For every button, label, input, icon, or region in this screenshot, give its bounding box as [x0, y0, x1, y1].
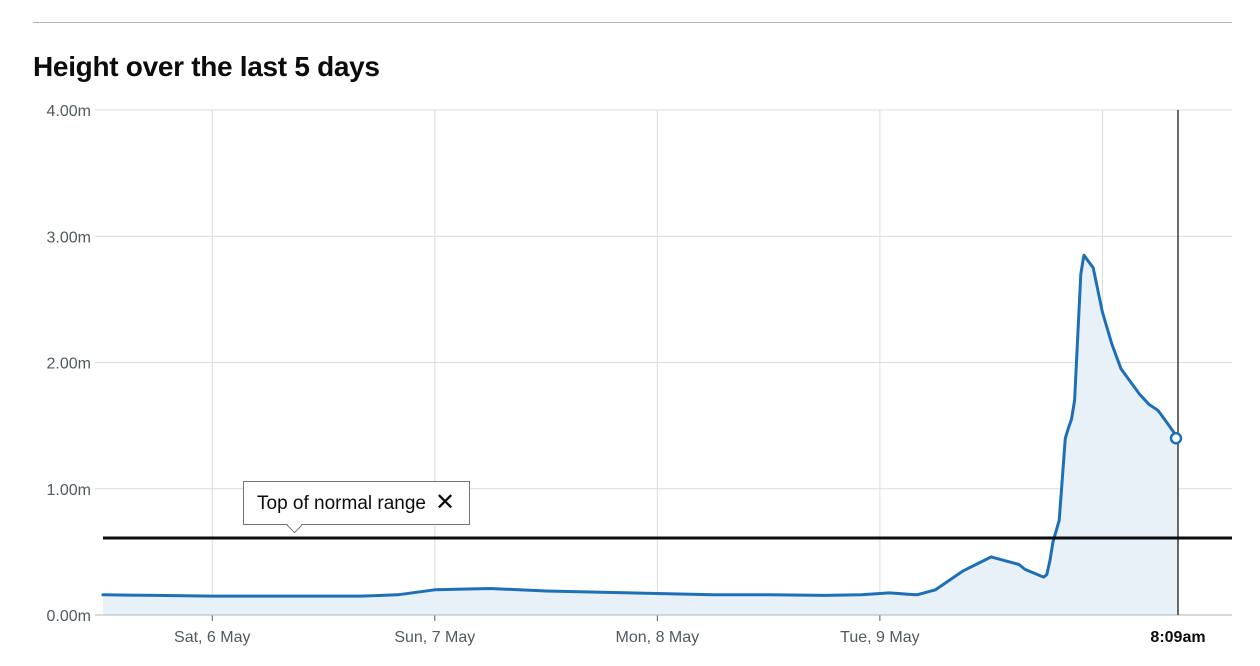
current-time-label: 8:09am — [1150, 629, 1205, 646]
top-divider — [33, 22, 1232, 23]
x-tick-label: Sat, 6 May — [174, 629, 250, 646]
y-tick-label: 3.00m — [47, 229, 91, 246]
y-tick-label: 0.00m — [47, 608, 91, 625]
x-tick-label: Tue, 9 May — [840, 629, 919, 646]
series-area — [103, 255, 1178, 615]
x-tick-label: Mon, 8 May — [616, 629, 700, 646]
tooltip-label: Top of normal range — [257, 493, 426, 514]
y-tick-label: 2.00m — [47, 356, 91, 373]
series-line — [101, 253, 1180, 598]
x-tick-label: Sun, 7 May — [394, 629, 475, 646]
threshold-tooltip: Top of normal range ✕ — [243, 481, 470, 534]
close-icon[interactable]: ✕ — [434, 489, 456, 516]
y-tick-label: 1.00m — [47, 482, 91, 499]
y-tick-label: 4.00m — [47, 103, 91, 120]
latest-value-marker — [1169, 432, 1183, 445]
chart-title: Height over the last 5 days — [33, 51, 380, 82]
